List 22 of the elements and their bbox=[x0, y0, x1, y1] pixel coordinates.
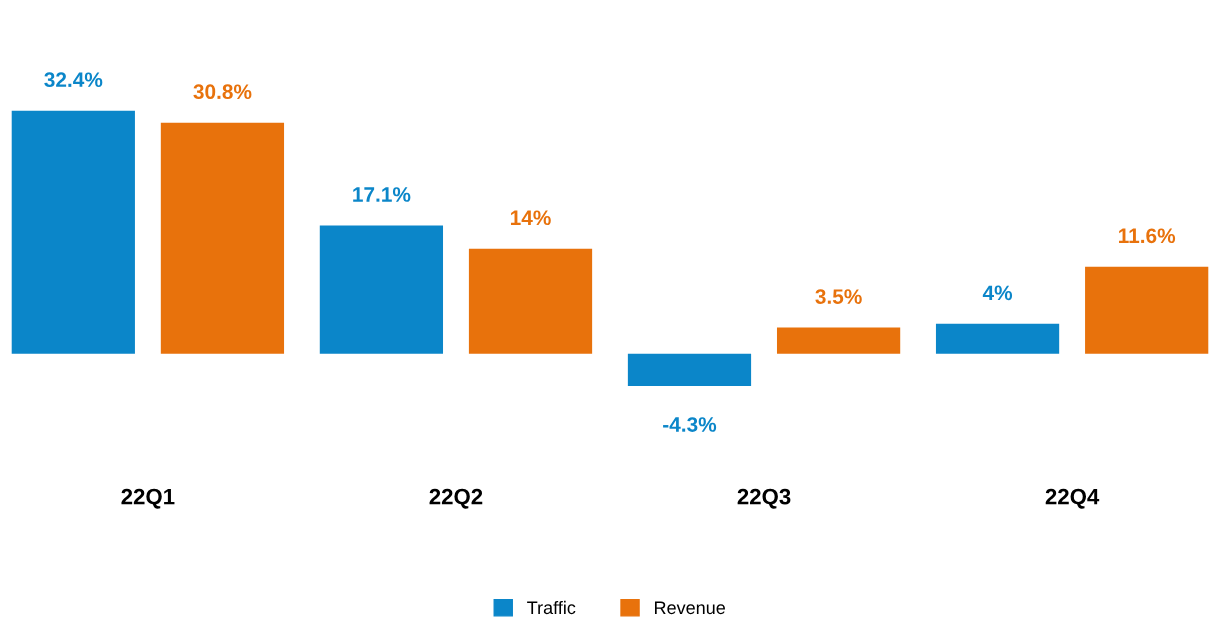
legend-label: Traffic bbox=[527, 600, 576, 615]
data-label: 4% bbox=[982, 285, 1013, 301]
legend-label: Revenue bbox=[654, 601, 725, 615]
data-label: 14% bbox=[510, 210, 551, 226]
x-tick-label: 22Q3 bbox=[737, 488, 791, 509]
bar bbox=[935, 323, 1060, 354]
bar bbox=[1085, 266, 1209, 354]
data-label: 30.8% bbox=[193, 84, 252, 100]
bar bbox=[11, 110, 135, 354]
data-label: -4.3% bbox=[663, 417, 717, 432]
bar bbox=[776, 327, 901, 354]
data-label: 32.4% bbox=[44, 72, 103, 88]
data-label: 11.6% bbox=[1119, 228, 1176, 244]
data-label: 17.1% bbox=[353, 187, 411, 202]
bar bbox=[627, 353, 752, 387]
bar bbox=[319, 225, 444, 354]
bar bbox=[468, 248, 593, 354]
x-tick-label: 22Q4 bbox=[1045, 488, 1100, 509]
bar bbox=[160, 122, 285, 354]
data-label: 3.5% bbox=[815, 289, 862, 304]
x-tick-label: 22Q1 bbox=[121, 488, 175, 509]
x-tick-label: 22Q2 bbox=[429, 488, 483, 509]
